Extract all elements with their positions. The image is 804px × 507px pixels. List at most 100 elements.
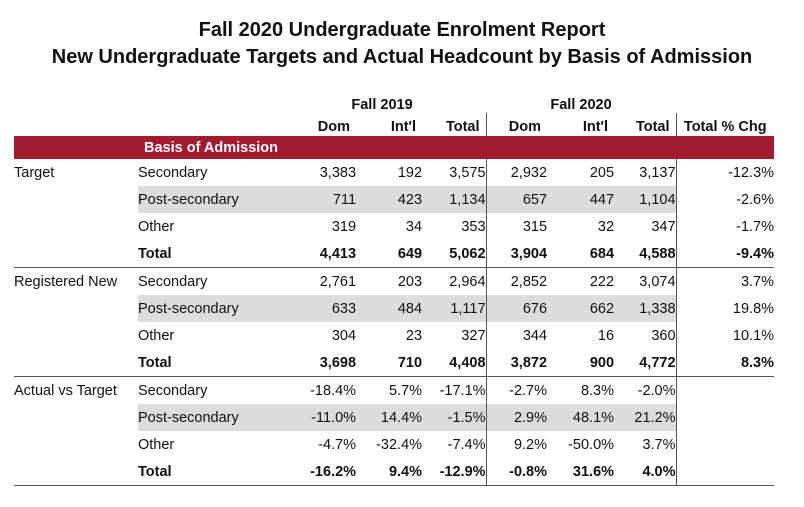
col-header-total-pct-chg: Total % Chg bbox=[675, 113, 775, 136]
value-cell: 9.2% bbox=[485, 431, 548, 458]
value-cell: 423 bbox=[356, 186, 423, 213]
value-cell: 327 bbox=[461, 327, 486, 344]
value-cell: 900 bbox=[547, 349, 615, 377]
table-row: Other 304 23 327 344 16 360 10.1% bbox=[14, 322, 775, 349]
value-cell: 16 bbox=[597, 327, 615, 344]
pct-change-cell bbox=[675, 458, 775, 486]
value-cell: 3,137 bbox=[639, 164, 676, 181]
value-cell: 3,575 bbox=[449, 164, 486, 181]
table-row: Total 3,698 710 4,408 3,872 900 4,772 8.3% bbox=[14, 349, 775, 377]
value-cell: 360 bbox=[651, 327, 676, 344]
value-cell: 23 bbox=[405, 327, 423, 344]
table-row: Other 319 34 353 315 32 347 -1.7% bbox=[14, 213, 775, 240]
value-cell: 31.6% bbox=[547, 458, 615, 486]
col-header-total-2019: Total bbox=[445, 119, 480, 135]
section-label-empty bbox=[14, 349, 138, 377]
basis-label: Post-secondary bbox=[138, 186, 279, 213]
value-cell: 9.4% bbox=[356, 458, 423, 486]
section-label: Target bbox=[14, 164, 55, 181]
basis-label: Total bbox=[138, 349, 279, 377]
value-cell: 21.2% bbox=[614, 404, 677, 431]
value-cell: 2,761 bbox=[319, 273, 357, 290]
basis-label: Secondary bbox=[138, 382, 208, 399]
table-row: Post-secondary 711 423 1,134 657 447 1,104 -2.6… bbox=[14, 186, 775, 213]
enrolment-table: Fall 2019 Fall 2020 Dom Int'l Total Dom … bbox=[14, 89, 775, 486]
value-cell: 3,383 bbox=[319, 164, 357, 181]
basis-label: Secondary bbox=[138, 273, 208, 290]
basis-label: Other bbox=[138, 436, 175, 453]
value-cell: -32.4% bbox=[376, 436, 423, 453]
pct-change-cell: 3.7% bbox=[675, 267, 775, 295]
value-cell: 192 bbox=[397, 164, 423, 181]
value-cell: 447 bbox=[547, 186, 615, 213]
pct-change-cell: 10.1% bbox=[675, 322, 775, 349]
value-cell: 304 bbox=[331, 327, 357, 344]
value-cell: 1,134 bbox=[422, 186, 487, 213]
section-label-empty bbox=[14, 240, 138, 268]
value-cell: 14.4% bbox=[356, 404, 423, 431]
value-cell: -50.0% bbox=[568, 436, 615, 453]
value-cell: 2.9% bbox=[485, 404, 548, 431]
value-cell: 657 bbox=[485, 186, 548, 213]
value-cell: 2,964 bbox=[449, 273, 486, 290]
value-cell: 315 bbox=[485, 213, 548, 240]
value-cell: 353 bbox=[461, 218, 486, 235]
col-header-dom-2020: Dom bbox=[485, 113, 548, 136]
report-title: Fall 2020 Undergraduate Enrolment Report bbox=[198, 19, 606, 41]
pct-change-cell: -1.7% bbox=[675, 213, 775, 240]
value-cell: -12.9% bbox=[422, 458, 487, 486]
value-cell: 344 bbox=[485, 322, 548, 349]
basis-label: Other bbox=[138, 218, 175, 235]
value-cell: 8.3% bbox=[580, 382, 615, 399]
value-cell: -4.7% bbox=[318, 436, 357, 453]
value-cell: -2.0% bbox=[637, 382, 676, 399]
basis-label: Post-secondary bbox=[138, 295, 279, 322]
report-subtitle: New Undergraduate Targets and Actual Hea… bbox=[51, 46, 753, 68]
value-cell: 649 bbox=[356, 240, 423, 268]
value-cell: 48.1% bbox=[547, 404, 615, 431]
table-row: Post-secondary 633 484 1,117 676 662 1,338 19.8… bbox=[14, 295, 775, 322]
value-cell: 3.7% bbox=[642, 436, 676, 453]
pct-change-cell bbox=[675, 431, 775, 458]
col-header-intl-2019: Int'l bbox=[390, 119, 417, 135]
value-cell: 4,772 bbox=[614, 349, 677, 377]
section-label-empty bbox=[14, 322, 138, 349]
value-cell: 5.7% bbox=[388, 382, 423, 399]
value-cell: 34 bbox=[405, 218, 423, 235]
value-cell: 1,104 bbox=[614, 186, 677, 213]
value-cell: -2.7% bbox=[485, 376, 548, 404]
value-cell: 710 bbox=[356, 349, 423, 377]
value-cell: 684 bbox=[547, 240, 615, 268]
pct-change-cell: -12.3% bbox=[675, 159, 775, 186]
value-cell: 205 bbox=[589, 164, 615, 181]
col-header-intl-2020: Int'l bbox=[582, 119, 609, 135]
basis-label: Post-secondary bbox=[138, 404, 279, 431]
table-row: Total -16.2% 9.4% -12.9% -0.8% 31.6% 4.0% bbox=[14, 458, 775, 486]
value-cell: -16.2% bbox=[278, 458, 357, 486]
section-label-empty bbox=[14, 213, 138, 240]
value-cell: 1,117 bbox=[422, 295, 487, 322]
table-row: Registered New Secondary 2,761 203 2,964 2,85… bbox=[14, 267, 775, 295]
value-cell: -1.5% bbox=[422, 404, 487, 431]
value-cell: 3,872 bbox=[485, 349, 548, 377]
value-cell: 1,338 bbox=[614, 295, 677, 322]
value-cell: 2,932 bbox=[485, 159, 548, 186]
value-cell: -17.1% bbox=[439, 382, 486, 399]
value-cell: -7.4% bbox=[447, 436, 486, 453]
value-cell: 32 bbox=[597, 218, 615, 235]
value-cell: 2,852 bbox=[485, 267, 548, 295]
pct-change-cell bbox=[675, 404, 775, 431]
col-header-dom-2019: Dom bbox=[317, 119, 351, 135]
section-label-empty bbox=[14, 431, 138, 458]
basis-of-admission-header: Basis of Admission bbox=[138, 136, 279, 159]
basis-label: Secondary bbox=[138, 164, 208, 181]
value-cell: 676 bbox=[485, 295, 548, 322]
value-cell: 347 bbox=[651, 218, 676, 235]
table-row: Total 4,413 649 5,062 3,904 684 4,588 -9.4% bbox=[14, 240, 775, 268]
section-label-empty bbox=[14, 404, 138, 431]
year-2020-header: Fall 2020 bbox=[550, 97, 612, 113]
value-cell: 3,904 bbox=[485, 240, 548, 268]
pct-change-cell: -2.6% bbox=[675, 186, 775, 213]
value-cell: 5,062 bbox=[422, 240, 487, 268]
value-cell: 3,698 bbox=[278, 349, 357, 377]
